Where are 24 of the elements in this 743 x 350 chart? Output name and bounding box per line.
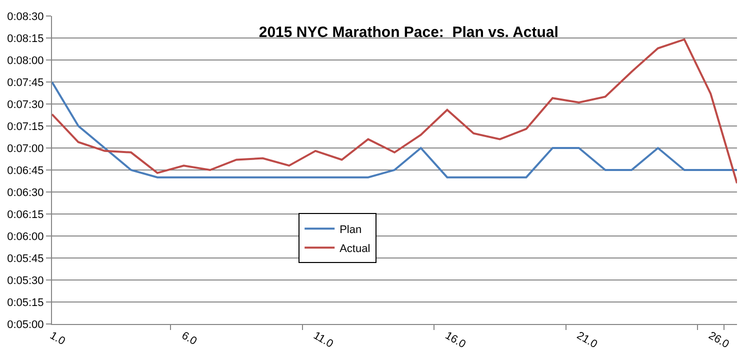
legend-label: Actual [340, 242, 370, 255]
x-tick-label: 1.0 [48, 330, 67, 348]
x-tick-label: 26.0 [706, 330, 731, 350]
x-tick-label: 6.0 [179, 330, 199, 348]
y-tick-label: 0:05:45 [7, 252, 44, 265]
y-tick-label: 0:06:15 [7, 208, 44, 221]
y-tick-label: 0:06:45 [7, 164, 44, 177]
y-tick-label: 0:07:45 [7, 76, 44, 89]
x-tick-label: 11.0 [311, 330, 336, 350]
text: 2015 NYC Marathon Pace: Plan vs. Actual [258, 24, 558, 41]
y-tick-label: 0:06:30 [7, 186, 44, 199]
y-tick-label: 0:05:30 [7, 274, 44, 287]
y-tick-label: 0:08:30 [7, 10, 44, 23]
x-tick-label: 21.0 [574, 330, 600, 350]
y-tick-label: 0:07:30 [7, 98, 44, 111]
y-tick-label: 0:05:00 [7, 318, 44, 331]
y-tick-label: 0:08:00 [7, 54, 44, 67]
legend-label: Plan [340, 224, 362, 236]
x-tick-label: 16.0 [442, 330, 468, 350]
y-tick-label: 0:06:00 [7, 230, 44, 243]
y-tick-label: 0:08:15 [7, 32, 44, 45]
y-tick-label: 0:05:15 [7, 296, 44, 309]
y-tick-label: 0:07:00 [7, 142, 44, 155]
y-tick-label: 0:07:15 [7, 120, 44, 133]
